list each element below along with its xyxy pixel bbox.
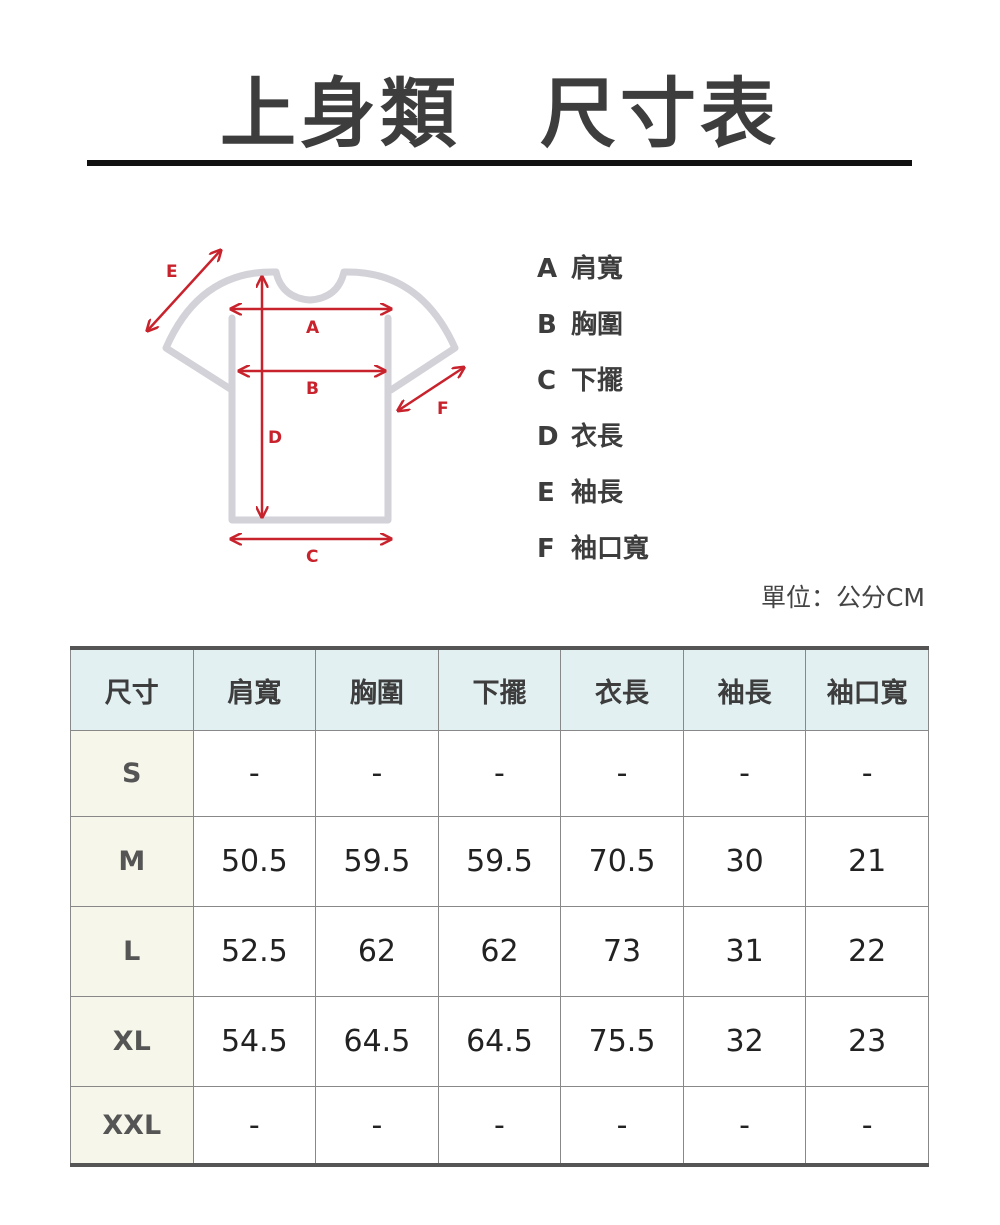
title-divider: [87, 160, 912, 166]
value-cell: -: [682, 730, 807, 817]
measurement-legend: A 肩寬 B 胸圍 C 下擺 D 衣長 E 袖長 F 袖口寬: [537, 248, 649, 584]
value-cell: 59.5: [315, 816, 439, 907]
table-row: L 52.5 62 62 73 31 22: [70, 906, 929, 997]
table-row: S------: [70, 730, 929, 817]
column-header: 袖長: [682, 647, 807, 731]
value-cell: 62: [437, 906, 562, 997]
column-header: 胸圍: [315, 647, 439, 731]
value-cell: 52.5: [192, 906, 317, 997]
value-cell: 73: [560, 906, 684, 997]
legend-item: E 袖長: [537, 478, 624, 508]
page-title: 上身類 尺寸表: [220, 69, 780, 158]
value-cell: -: [315, 730, 439, 817]
value-cell: 50.5: [192, 816, 317, 907]
value-cell: -: [560, 1086, 684, 1166]
arrow-e: [148, 251, 220, 330]
column-header: 衣長: [560, 647, 684, 731]
value-cell: 31: [682, 906, 807, 997]
legend-item: B 胸圍: [537, 310, 624, 340]
table-header-row: 尺寸 肩寬 胸圍 下擺 衣長 袖長 袖口寬: [70, 647, 929, 731]
value-cell: 21: [805, 816, 929, 907]
legend-item: A 肩寬: [537, 254, 624, 284]
label-c: C: [306, 547, 318, 567]
size-cell: M: [70, 816, 194, 907]
value-cell: -: [560, 730, 684, 817]
value-cell: -: [805, 730, 929, 817]
value-cell: 30: [682, 816, 807, 907]
label-e: E: [166, 262, 178, 282]
value-cell: -: [437, 1086, 562, 1166]
value-cell: -: [315, 1086, 439, 1166]
size-cell: XL: [70, 996, 194, 1087]
value-cell: 64.5: [437, 996, 562, 1087]
table-row: M 50.5 59.5 59.5 70.5 30 21: [70, 816, 929, 907]
size-cell: L: [70, 906, 194, 997]
value-cell: 64.5: [315, 996, 439, 1087]
value-cell: -: [192, 730, 317, 817]
size-cell: S: [70, 730, 194, 817]
column-header: 尺寸: [70, 647, 194, 731]
value-cell: -: [805, 1086, 929, 1166]
legend-item: D 衣長: [537, 422, 624, 452]
size-table: 尺寸 肩寬 胸圍 下擺 衣長 袖長 袖口寬 S - - - - - - M 50.5 59.5 59.5 70.5…: [70, 646, 929, 1167]
label-b: B: [306, 379, 319, 399]
value-cell: 59.5: [437, 816, 562, 907]
value-cell: 23: [805, 996, 929, 1087]
label-a: A: [306, 318, 320, 338]
column-header: 下擺: [437, 647, 562, 731]
column-header: 袖口寬: [805, 647, 929, 731]
unit-label: 單位：公分CM: [760, 583, 925, 612]
label-d: D: [268, 428, 282, 448]
legend-item: F 袖口寬: [537, 534, 650, 564]
value-cell: 32: [682, 996, 807, 1087]
table-row: XXL - - - - - -: [70, 1086, 929, 1166]
value-cell: 75.5: [560, 996, 684, 1087]
value-cell: -: [682, 1086, 807, 1166]
value-cell: 54.5: [192, 996, 317, 1087]
value-cell: 22: [805, 906, 929, 997]
value-cell: 62: [315, 906, 439, 997]
column-header: 肩寬: [192, 647, 317, 731]
value-cell: -: [192, 1086, 317, 1166]
legend-item: C 下擺: [537, 366, 624, 396]
value-cell: 70.5: [560, 816, 684, 907]
value-cell: -: [437, 730, 562, 817]
table-row: XL 54.5 64.5 64.5 75.5 32 23: [70, 996, 929, 1087]
arrow-f: [399, 368, 463, 410]
size-cell: XXL: [70, 1086, 194, 1166]
tshirt-diagram: E A B D F C: [0, 0, 1000, 567]
label-f: F: [437, 399, 449, 419]
